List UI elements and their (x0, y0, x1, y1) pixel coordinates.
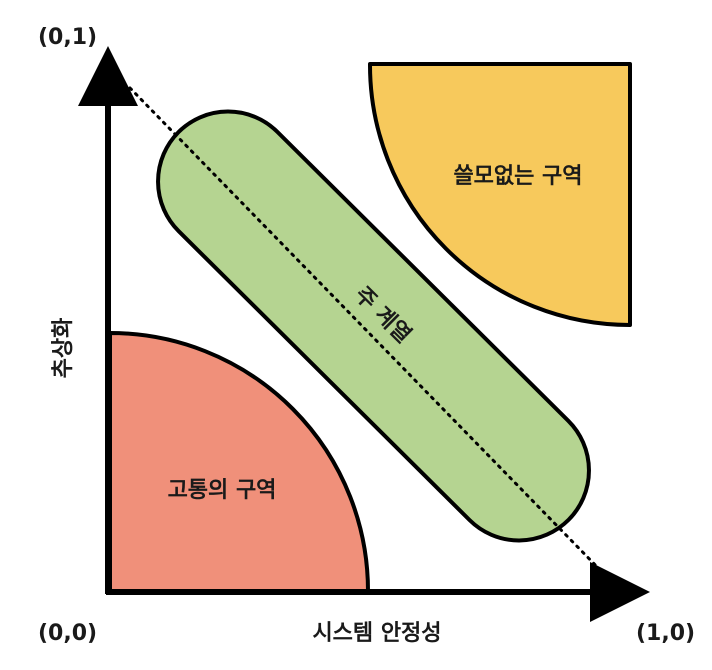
corner-label-top: (0,1) (38, 25, 97, 50)
zone-of-pain-label: 고통의 구역 (168, 478, 277, 503)
corner-label-right: (1,0) (636, 621, 695, 646)
zone-of-uselessness (367, 62, 632, 327)
corner-label-origin: (0,0) (38, 621, 97, 646)
zone-of-pain (108, 331, 371, 594)
zone-of-uselessness-label: 쓸모없는 구역 (453, 164, 582, 189)
x-axis-title: 시스템 안정성 (312, 621, 441, 646)
main-sequence-line (128, 86, 607, 577)
y-axis-title: 추상화 (51, 318, 76, 379)
main-sequence-band (156, 109, 591, 543)
